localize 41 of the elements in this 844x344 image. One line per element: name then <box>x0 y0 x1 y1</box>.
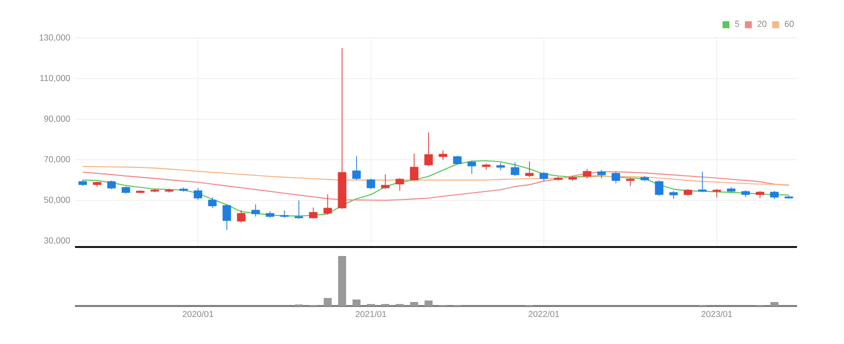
candlestick <box>251 204 260 217</box>
y-tick-label: 110,000 <box>40 75 70 82</box>
y-tick-label: 70,000 <box>44 156 70 164</box>
candlestick <box>525 160 534 178</box>
candlestick <box>654 180 664 196</box>
x-tick-label: 2023/01 <box>702 310 732 318</box>
candlestick <box>396 178 404 192</box>
y-tick-label: 50,000 <box>44 196 70 204</box>
candlestick <box>510 162 520 176</box>
bar <box>424 300 433 306</box>
candlestick <box>410 153 418 182</box>
candlestick <box>381 174 390 190</box>
candlestick <box>294 200 304 219</box>
bar <box>410 302 418 306</box>
y-tick-label: 90,000 <box>44 116 70 123</box>
candlestick <box>194 188 202 200</box>
bar <box>770 302 778 306</box>
legend-label: 20 <box>758 20 766 27</box>
candlestick <box>582 168 592 179</box>
bar <box>338 256 346 306</box>
candlestick <box>698 171 707 193</box>
candlestick <box>612 172 620 184</box>
x-tick-label: 2020/01 <box>182 310 214 318</box>
candlestick <box>366 178 376 190</box>
candlestick <box>222 204 232 230</box>
y-tick-label: 130,000 <box>40 34 70 42</box>
candlestick <box>208 196 217 208</box>
candlestick <box>352 156 361 180</box>
legend-label: 60 <box>784 20 794 27</box>
candlestick <box>438 150 448 160</box>
bar <box>324 298 332 306</box>
candlestick <box>236 209 246 224</box>
candlestick <box>323 194 332 215</box>
candlestick <box>424 132 433 166</box>
y-tick-label: 30,000 <box>44 237 70 244</box>
x-tick-label: 2021/01 <box>356 310 386 318</box>
bar <box>352 300 360 306</box>
candlestick <box>540 172 548 182</box>
legend-label: 5 <box>735 20 740 27</box>
x-tick-label: 2022/01 <box>528 310 560 318</box>
candlestick <box>468 160 476 174</box>
